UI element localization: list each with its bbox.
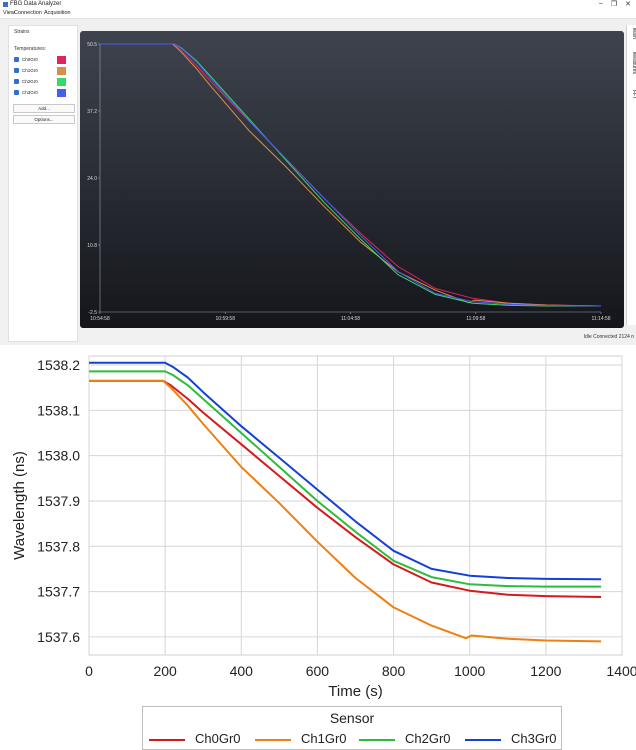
legend-title: Sensor [329, 710, 375, 726]
add-button[interactable]: Add... [13, 104, 75, 113]
channel-row-ch3[interactable]: Ch3Gr0 [14, 89, 74, 97]
channel-label: Ch1Gr0 [22, 68, 38, 73]
checkbox-ch0[interactable] [14, 57, 19, 62]
channel-label: Ch3Gr0 [22, 90, 38, 95]
series-line-ch2gr0 [89, 370, 602, 588]
channel-row-ch2[interactable]: Ch2Gr0 [14, 78, 74, 86]
live-plot-panel[interactable]: 50.5 37.2 24.0 10.8 -2.5 10:54:58 10:59:58 11:0… [80, 31, 624, 328]
legend-swatch [359, 738, 395, 741]
sensor-panel: Strains Temperatures: Ch0Gr0 Ch1Gr0 Ch2G… [8, 25, 78, 342]
chart-legend: Sensor Ch0Gr0 Ch1Gr0 Ch2Gr0 Ch3Gr0 [142, 706, 562, 750]
series-line-ch1gr0 [89, 379, 602, 643]
checkbox-ch3[interactable] [14, 90, 19, 95]
x-tick-label: 800 [382, 663, 406, 679]
live-y-tick-label: 37.2 [87, 109, 97, 115]
checkbox-ch2[interactable] [14, 79, 19, 84]
maximize-button[interactable]: ❐ [610, 1, 618, 8]
temperatures-label: Temperatures: [14, 46, 46, 52]
checkbox-ch1[interactable] [14, 68, 19, 73]
live-y-tick-label: 24.0 [87, 176, 97, 182]
live-y-tick-label: -2.5 [88, 310, 97, 316]
live-series-line-ch2gr0 [100, 43, 601, 307]
app-window: FBG Data Analyzer – ❐ ✕ View Connection … [0, 0, 636, 345]
color-swatch-ch1[interactable] [57, 67, 66, 75]
x-tick-label: 1000 [454, 663, 485, 679]
legend-swatch [465, 738, 501, 741]
strains-label[interactable]: Strains [14, 29, 30, 35]
x-tick-label: 1200 [530, 663, 561, 679]
options-button[interactable]: Options... [13, 115, 75, 124]
live-x-tick-label: 11:04:58 [341, 316, 360, 322]
legend-swatch [255, 738, 291, 741]
menu-view[interactable]: View [3, 10, 15, 16]
tab-measures[interactable]: Measures [631, 52, 636, 74]
x-tick-label: 0 [85, 663, 93, 679]
y-tick-label: 1537.8 [37, 538, 80, 554]
channel-row-ch0[interactable]: Ch0Gr0 [14, 56, 74, 64]
x-tick-label: 1400 [606, 663, 636, 679]
y-tick-label: 1537.7 [37, 584, 80, 600]
wavelength-chart: 0 200 400 600 800 1000 1200 1400 1537.6 1537.7 153… [11, 355, 636, 700]
tab-fft[interactable]: FFT [631, 90, 636, 100]
channel-row-ch1[interactable]: Ch1Gr0 [14, 67, 74, 75]
x-tick-label: 200 [153, 663, 177, 679]
legend-label: Ch0Gr0 [195, 731, 241, 746]
y-tick-label: 1537.6 [37, 629, 80, 645]
color-swatch-ch2[interactable] [57, 78, 66, 86]
plot-area [88, 355, 623, 656]
color-swatch-ch3[interactable] [57, 89, 66, 97]
color-swatch-ch0[interactable] [57, 56, 66, 64]
legend-item-ch2: Ch2Gr0 [359, 731, 451, 746]
live-series-line-ch1gr0 [100, 43, 602, 307]
window-title: FBG Data Analyzer [10, 1, 62, 7]
menu-acquisition[interactable]: Acquisition [44, 10, 71, 16]
live-series-line-ch0gr0 [100, 43, 602, 307]
close-button[interactable]: ✕ [625, 1, 631, 8]
live-y-tick-label: 10.8 [87, 243, 97, 249]
live-plot[interactable]: 50.5 37.2 24.0 10.8 -2.510:54:58 10:59:58 11:0… [80, 31, 624, 328]
channel-label: Ch2Gr0 [22, 79, 38, 84]
legend-swatch [149, 738, 185, 741]
series-line-ch3gr0 [89, 361, 602, 581]
legend-label: Ch1Gr0 [301, 731, 347, 746]
live-x-tick-label: 10:59:58 [216, 316, 236, 322]
legend-label: Ch2Gr0 [405, 731, 451, 746]
right-tab-bar: Main Measures FFT [626, 25, 636, 325]
status-bar: Idle Connected 2124 n [583, 334, 634, 340]
legend-item-ch3: Ch3Gr0 [465, 731, 557, 746]
live-x-tick-label: 11:09:58 [466, 316, 485, 322]
y-axis-label: Wavelength (ns) [11, 451, 28, 560]
y-tick-label: 1537.9 [37, 493, 80, 509]
menu-connection[interactable]: Connection [14, 10, 42, 16]
y-tick-label: 1538.1 [37, 402, 80, 418]
live-series-line-ch3gr0 [100, 43, 602, 307]
live-x-tick-label: 10:54:58 [90, 316, 110, 322]
app-icon [3, 2, 8, 7]
y-tick-label: 1538.0 [37, 448, 80, 464]
live-x-tick-label: 11:14:58 [591, 316, 610, 322]
x-axis-label: Time (s) [328, 683, 382, 700]
x-tick-label: 600 [306, 663, 330, 679]
live-y-tick-label: 50.5 [87, 42, 97, 48]
tab-main[interactable]: Main [631, 28, 636, 39]
legend-item-ch0: Ch0Gr0 [149, 731, 241, 746]
channel-label: Ch0Gr0 [22, 57, 38, 62]
legend-label: Ch3Gr0 [511, 731, 557, 746]
title-bar: FBG Data Analyzer – ❐ ✕ [0, 0, 636, 9]
y-tick-label: 1538.2 [37, 357, 80, 373]
x-tick-label: 400 [230, 663, 254, 679]
menu-bar: View Connection Acquisition [0, 9, 636, 19]
legend-item-ch1: Ch1Gr0 [255, 731, 347, 746]
series-line-ch0gr0 [89, 379, 602, 598]
minimize-button[interactable]: – [599, 0, 603, 7]
